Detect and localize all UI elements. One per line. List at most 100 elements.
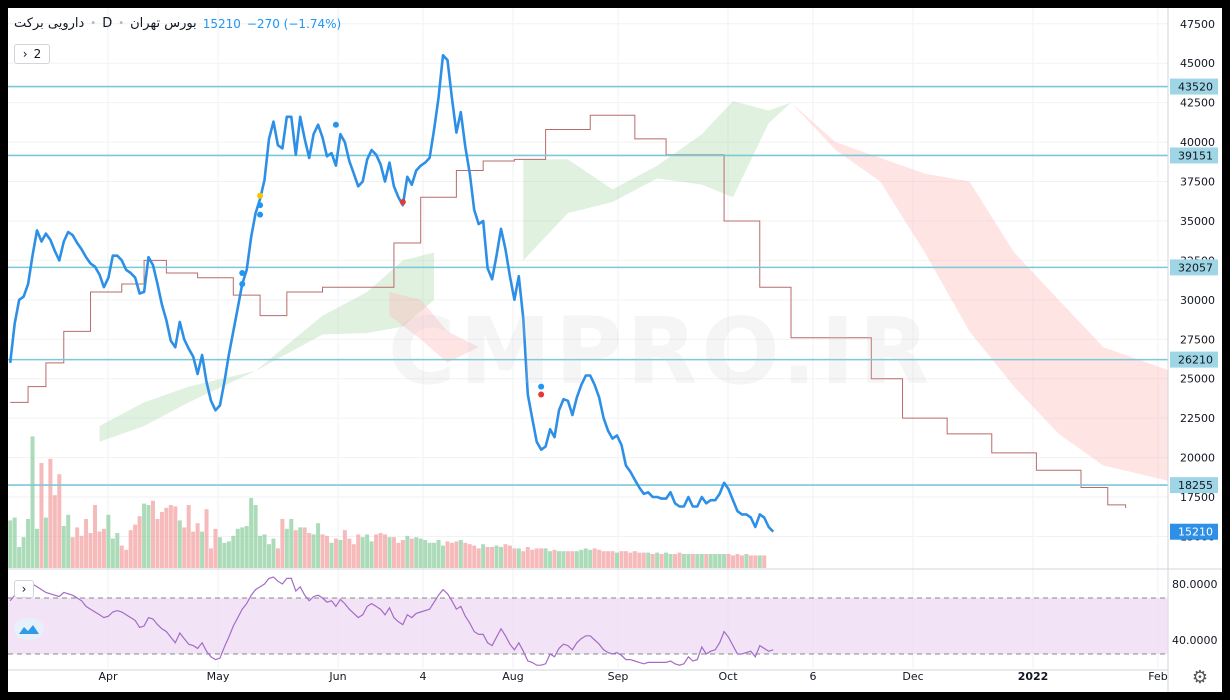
tradingview-logo-icon	[19, 625, 39, 634]
volume-bar	[186, 505, 191, 568]
volume-bar	[588, 549, 593, 568]
volume-bar	[79, 535, 84, 568]
level-price-tag	[1170, 351, 1218, 368]
volume-bar	[57, 474, 62, 568]
volume-bar	[561, 551, 566, 568]
indicators-toggle-button[interactable]: › 2	[14, 44, 50, 64]
volume-bar	[458, 540, 463, 568]
chart-canvas[interactable]: 4750045000425004000037500350003250030000…	[8, 8, 1222, 692]
volume-bar	[35, 528, 39, 568]
volume-bar	[516, 548, 521, 568]
volume-bar	[722, 554, 727, 568]
volume-bar	[646, 552, 651, 568]
chevron-right-icon: ›	[22, 47, 28, 61]
volume-bar	[106, 514, 111, 568]
volume-bar	[204, 509, 209, 568]
volume-bar	[61, 526, 66, 568]
volume-bar	[173, 506, 178, 568]
gear-icon[interactable]: ⚙	[1191, 667, 1208, 688]
volume-bar	[351, 544, 356, 568]
volume-bar	[418, 538, 423, 568]
volume-bar	[677, 552, 682, 568]
symbol-name[interactable]: دارویی برکت	[14, 16, 85, 31]
signal-marker	[332, 121, 339, 128]
price-axis-tick-label: 42500	[1180, 97, 1215, 110]
volume-bar	[548, 551, 553, 568]
volume-bar	[664, 552, 669, 568]
volume-bar	[739, 555, 744, 568]
time-axis-tick-label: Jun	[328, 670, 346, 683]
volume-bar	[378, 533, 383, 568]
volume-bar	[409, 538, 414, 568]
volume-bar	[405, 535, 410, 568]
volume-bar	[271, 538, 276, 568]
volume-bar	[307, 533, 312, 568]
exchange-name: بورس تهران	[130, 16, 197, 31]
volume-bar	[467, 544, 472, 568]
volume-bar	[101, 528, 106, 568]
volume-bar	[449, 542, 454, 568]
volume-bar	[275, 548, 280, 568]
volume-bar	[369, 541, 374, 568]
volume-bar	[623, 551, 628, 568]
level-price-label: 18255	[1178, 479, 1213, 492]
volume-bar	[374, 534, 379, 568]
volume-bar	[490, 547, 495, 568]
volume-bar	[93, 505, 97, 568]
legend-separator: •	[90, 18, 97, 29]
time-axis-tick-label: 2022	[1018, 670, 1049, 683]
interval-label[interactable]: D	[102, 16, 113, 31]
volume-bar	[485, 547, 490, 568]
price-line	[8, 54, 775, 533]
price-axis-tick-label: 17500	[1180, 491, 1215, 504]
ichimoku-cloud-bear	[791, 102, 1171, 482]
volume-bar	[235, 528, 240, 568]
volume-bar	[423, 540, 428, 568]
volume-bar	[383, 534, 387, 568]
volume-bar	[200, 531, 205, 568]
volume-bar	[115, 533, 120, 568]
volume-bar	[708, 554, 713, 568]
volume-bar	[748, 555, 753, 568]
volume-bar	[124, 549, 129, 568]
rsi-collapse-button[interactable]: ›	[14, 580, 34, 598]
rsi-axis-tick-label: 80.0000	[1172, 578, 1218, 591]
signal-marker	[538, 383, 545, 390]
volume-bar	[632, 551, 637, 568]
level-price-tag	[1170, 259, 1218, 276]
logo-badge[interactable]	[14, 618, 44, 640]
volume-bar	[356, 534, 361, 568]
volume-bar	[396, 542, 401, 568]
time-axis-tick-label: Oct	[718, 670, 738, 683]
volume-bar	[704, 554, 709, 568]
volume-bar	[209, 548, 213, 568]
volume-bar	[583, 548, 588, 568]
volume-bar	[110, 538, 115, 568]
volume-bar	[615, 552, 619, 568]
volume-bar	[293, 530, 298, 568]
time-axis-tick-label: 6	[810, 670, 817, 683]
volume-bar	[298, 527, 303, 568]
volume-bar	[673, 554, 677, 568]
price-axis-tick-label: 35000	[1180, 215, 1215, 228]
volume-bar	[191, 531, 196, 568]
price-axis-tick-label: 20000	[1180, 452, 1215, 465]
volume-bar	[757, 555, 762, 568]
price-axis-tick-label: 47500	[1180, 18, 1215, 31]
volume-bar	[391, 537, 396, 568]
level-price-label: 43520	[1178, 81, 1213, 94]
time-axis-tick-label: Aug	[502, 670, 523, 683]
volume-bar	[75, 527, 80, 568]
price-axis-tick-label: 27500	[1180, 333, 1215, 346]
chart-frame[interactable]: 4750045000425004000037500350003250030000…	[8, 8, 1222, 692]
volume-bar	[48, 458, 53, 568]
volume-bar	[30, 436, 35, 568]
volume-bar	[713, 554, 718, 568]
level-price-tag	[1170, 477, 1218, 494]
volume-bar	[226, 541, 231, 568]
rsi-band	[8, 598, 1168, 654]
price-axis-tick-label: 25000	[1180, 373, 1215, 386]
volume-bar	[659, 554, 664, 568]
volume-bar	[97, 531, 102, 568]
volume-bar	[753, 555, 758, 568]
